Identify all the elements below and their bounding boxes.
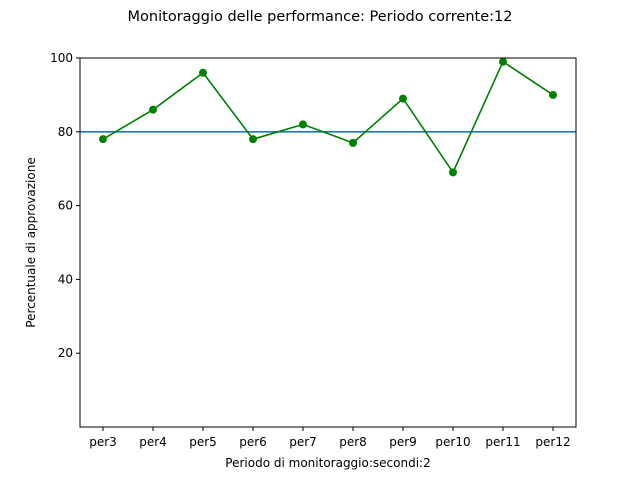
y-tick-label: 40 [58,272,73,286]
y-tick-label: 100 [50,51,73,65]
data-point [199,68,207,77]
data-point [349,138,357,147]
x-axis-label: Periodo di monitoraggio:secondi:2 [225,456,430,470]
data-point [449,168,457,177]
x-tick-label: per5 [189,435,217,449]
data-point [99,135,107,144]
x-tick-label: per7 [289,435,317,449]
x-tick-label: per12 [535,435,570,449]
x-tick-label: per6 [239,435,267,449]
plot-frame [79,57,577,428]
x-tick-label: per9 [389,435,417,449]
y-axis-label: Percentuale di approvazione [24,157,38,327]
data-point [299,120,307,129]
x-tick-label: per4 [139,435,167,449]
data-point [499,57,507,66]
x-tick-label: per3 [89,435,117,449]
x-tick-label: per8 [339,435,367,449]
x-tick-label: per10 [435,435,470,449]
y-tick-label: 80 [58,125,73,139]
data-point [149,105,157,114]
x-tick-label: per11 [485,435,520,449]
data-point [399,94,407,103]
data-point [549,90,557,99]
plot-area: 20 40 60 80 100 per3 per4 per5 per6 per7 per8 per9 p… [50,51,576,449]
y-tick-label: 20 [58,346,73,360]
chart-title: Monitoraggio delle performance: Periodo … [128,9,513,25]
y-tick-label: 60 [58,199,73,213]
series-line [102,60,554,175]
data-point [249,135,257,144]
